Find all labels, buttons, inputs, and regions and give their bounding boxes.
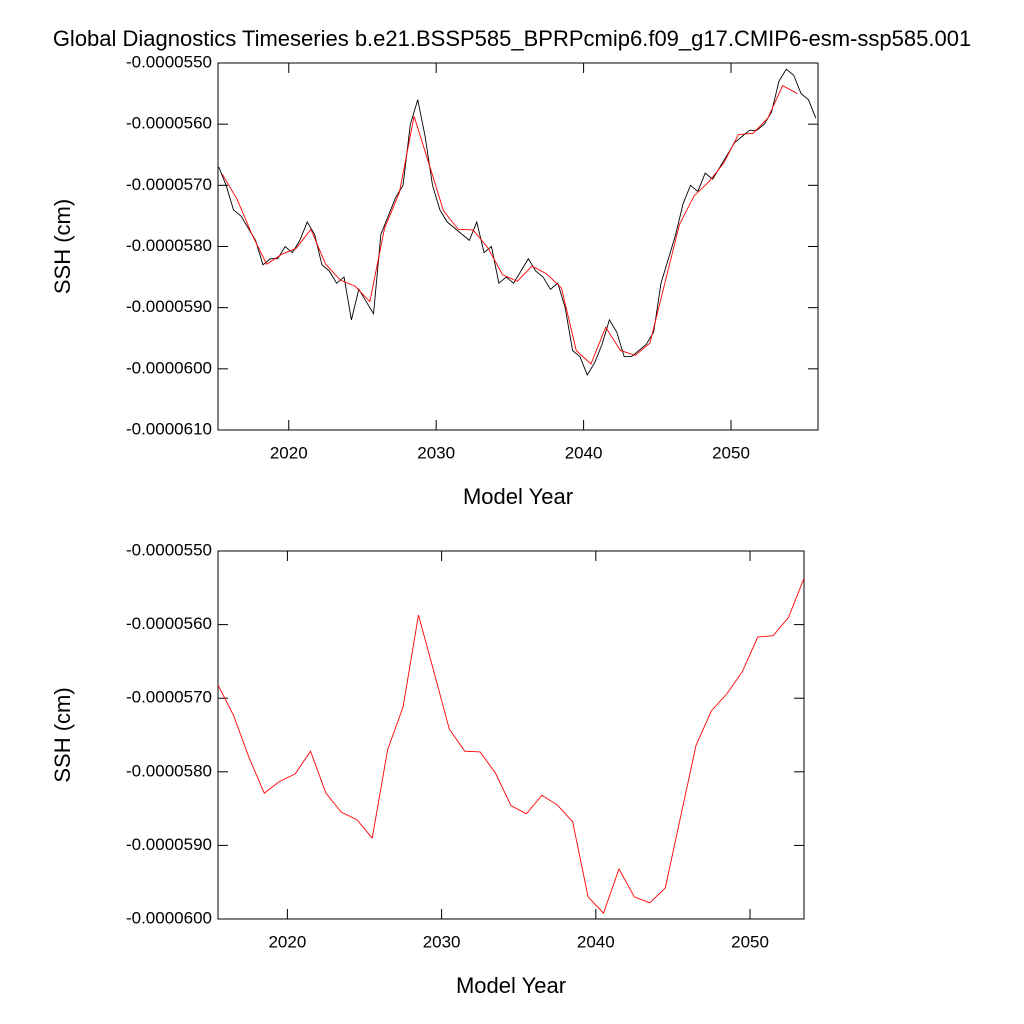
chart-title: Global Diagnostics Timeseries b.e21.BSSP… [53,26,971,51]
y-tick-label: -0.0000590 [126,835,212,854]
data-line [217,578,805,914]
y-tick-label: -0.0000560 [126,614,212,633]
data-line [222,85,798,365]
x-tick-label: 2040 [565,443,603,462]
x-tick-label: 2040 [577,932,615,951]
data-line [218,68,817,376]
y-tick-label: -0.0000570 [126,688,212,707]
y-tick-label: -0.0000610 [126,419,212,438]
x-axis-label: Model Year [463,484,573,509]
y-tick-label: -0.0000600 [126,358,212,377]
y-tick-label: -0.0000580 [126,236,212,255]
x-tick-label: 2030 [423,932,461,951]
y-tick-label: -0.0000580 [126,761,212,780]
x-tick-label: 2020 [270,443,308,462]
x-tick-label: 2050 [731,932,769,951]
x-tick-label: 2050 [712,443,750,462]
y-tick-label: -0.0000550 [126,52,212,71]
y-tick-label: -0.0000560 [126,114,212,133]
x-tick-label: 2030 [417,443,455,462]
y-axis-label: SSH (cm) [50,199,75,294]
plot-frame [217,62,819,431]
y-axis-label: SSH (cm) [50,687,75,782]
x-axis-label: Model Year [456,973,566,998]
y-tick-label: -0.0000590 [126,297,212,316]
y-tick-label: -0.0000600 [126,908,212,927]
y-tick-label: -0.0000570 [126,175,212,194]
y-tick-label: -0.0000550 [126,540,212,559]
plot-frame [217,550,805,920]
x-tick-label: 2020 [268,932,306,951]
